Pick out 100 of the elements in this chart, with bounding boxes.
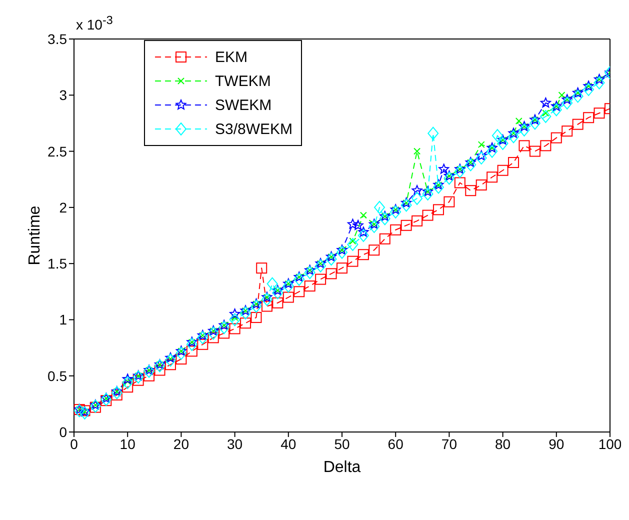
point xyxy=(562,96,573,110)
point xyxy=(186,338,198,351)
point xyxy=(132,370,144,384)
point xyxy=(432,204,444,216)
point xyxy=(476,152,487,165)
y-tick-label: 0 xyxy=(59,424,68,440)
point xyxy=(347,218,358,229)
point xyxy=(315,259,326,272)
point xyxy=(454,177,466,188)
point xyxy=(486,172,498,183)
x-tick-label: 70 xyxy=(441,436,458,452)
point xyxy=(336,262,348,274)
legend-label: TWEKM xyxy=(215,72,271,90)
point xyxy=(492,129,503,142)
legend-label: S3/8WEKM xyxy=(215,120,293,138)
point xyxy=(360,212,367,219)
point xyxy=(229,323,240,334)
point xyxy=(186,346,198,357)
point xyxy=(412,185,422,196)
x-tick-label: 50 xyxy=(334,436,350,452)
point xyxy=(218,321,230,334)
x-tick-label: 100 xyxy=(598,436,622,452)
point xyxy=(100,395,112,406)
point xyxy=(358,226,369,237)
point xyxy=(111,386,122,400)
point xyxy=(229,313,240,326)
point xyxy=(508,130,520,144)
x-axis-title: Delta xyxy=(323,459,361,476)
point xyxy=(529,146,540,157)
text: x 10$^{-3}$ xyxy=(76,14,113,33)
point xyxy=(476,150,487,160)
x-tick-label: 60 xyxy=(388,436,404,452)
point xyxy=(240,306,252,320)
point xyxy=(326,252,337,266)
point xyxy=(550,103,562,116)
point xyxy=(444,172,455,185)
point xyxy=(261,300,272,312)
x-tick-label: 90 xyxy=(548,436,564,452)
point xyxy=(208,332,219,344)
x-tick-label: 20 xyxy=(173,436,190,452)
point xyxy=(358,229,369,242)
point xyxy=(414,148,421,155)
point xyxy=(294,272,305,286)
point xyxy=(562,126,573,137)
point xyxy=(465,158,476,172)
y-tick-label: 2 xyxy=(59,199,68,216)
point xyxy=(315,274,326,285)
y-tick-label: 3 xyxy=(59,87,68,104)
point xyxy=(379,212,390,226)
point xyxy=(282,292,294,303)
point xyxy=(132,374,144,386)
point xyxy=(374,200,386,214)
point xyxy=(358,249,369,260)
point xyxy=(272,297,284,308)
point xyxy=(111,389,122,400)
point xyxy=(412,192,423,205)
point xyxy=(368,244,380,256)
point xyxy=(197,338,208,350)
point xyxy=(164,354,176,367)
point xyxy=(336,246,348,259)
point xyxy=(250,312,262,323)
point xyxy=(558,92,566,99)
point xyxy=(540,98,551,108)
y-tick-label: 1.5 xyxy=(48,256,68,272)
point xyxy=(79,406,90,420)
x-tick-label: 80 xyxy=(495,436,511,452)
point xyxy=(497,136,508,150)
point xyxy=(497,164,508,176)
point xyxy=(250,300,262,313)
point xyxy=(486,144,498,158)
point xyxy=(368,220,380,234)
point xyxy=(294,286,305,298)
point xyxy=(594,108,605,119)
y-tick-label: 1 xyxy=(59,312,68,328)
point xyxy=(230,308,240,319)
y-tick-label: 3.5 xyxy=(48,30,68,47)
point xyxy=(444,196,455,208)
x-tick-label: 0 xyxy=(70,436,78,452)
point xyxy=(583,83,594,96)
x-tick-label: 40 xyxy=(280,436,296,452)
point xyxy=(478,141,485,148)
point xyxy=(572,90,584,103)
point xyxy=(164,359,176,370)
point xyxy=(390,224,402,236)
point xyxy=(154,364,166,376)
point xyxy=(240,318,252,329)
point xyxy=(282,280,294,293)
point xyxy=(432,180,444,194)
point xyxy=(100,392,112,406)
point xyxy=(508,157,520,168)
point xyxy=(540,140,552,152)
point xyxy=(218,328,230,339)
point xyxy=(594,76,605,90)
point xyxy=(518,123,530,136)
x-tick-label: 10 xyxy=(120,436,136,452)
point xyxy=(208,326,219,340)
point xyxy=(529,116,540,130)
point xyxy=(197,331,208,344)
point xyxy=(256,262,268,274)
point xyxy=(412,215,423,226)
